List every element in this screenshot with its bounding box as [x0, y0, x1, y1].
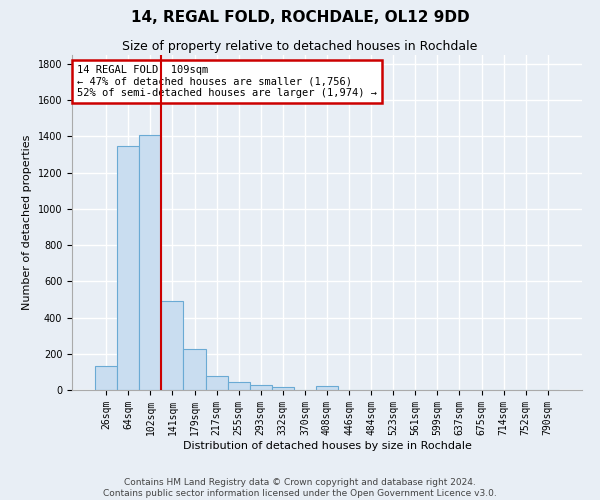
Text: Size of property relative to detached houses in Rochdale: Size of property relative to detached ho… [122, 40, 478, 53]
Bar [95, 366, 117, 390]
Bar [139, 134, 161, 390]
X-axis label: Distribution of detached houses by size in Rochdale: Distribution of detached houses by size … [182, 440, 472, 450]
Bar [184, 350, 206, 390]
Bar [250, 385, 272, 390]
Bar [272, 388, 294, 390]
Text: 14 REGAL FOLD: 109sqm
← 47% of detached houses are smaller (1,756)
52% of semi-d: 14 REGAL FOLD: 109sqm ← 47% of detached … [77, 65, 377, 98]
Bar [161, 302, 184, 390]
Text: Contains HM Land Registry data © Crown copyright and database right 2024.
Contai: Contains HM Land Registry data © Crown c… [103, 478, 497, 498]
Bar [117, 146, 139, 390]
Bar [206, 376, 227, 390]
Y-axis label: Number of detached properties: Number of detached properties [22, 135, 32, 310]
Bar [227, 382, 250, 390]
Text: 14, REGAL FOLD, ROCHDALE, OL12 9DD: 14, REGAL FOLD, ROCHDALE, OL12 9DD [131, 10, 469, 25]
Bar [316, 386, 338, 390]
